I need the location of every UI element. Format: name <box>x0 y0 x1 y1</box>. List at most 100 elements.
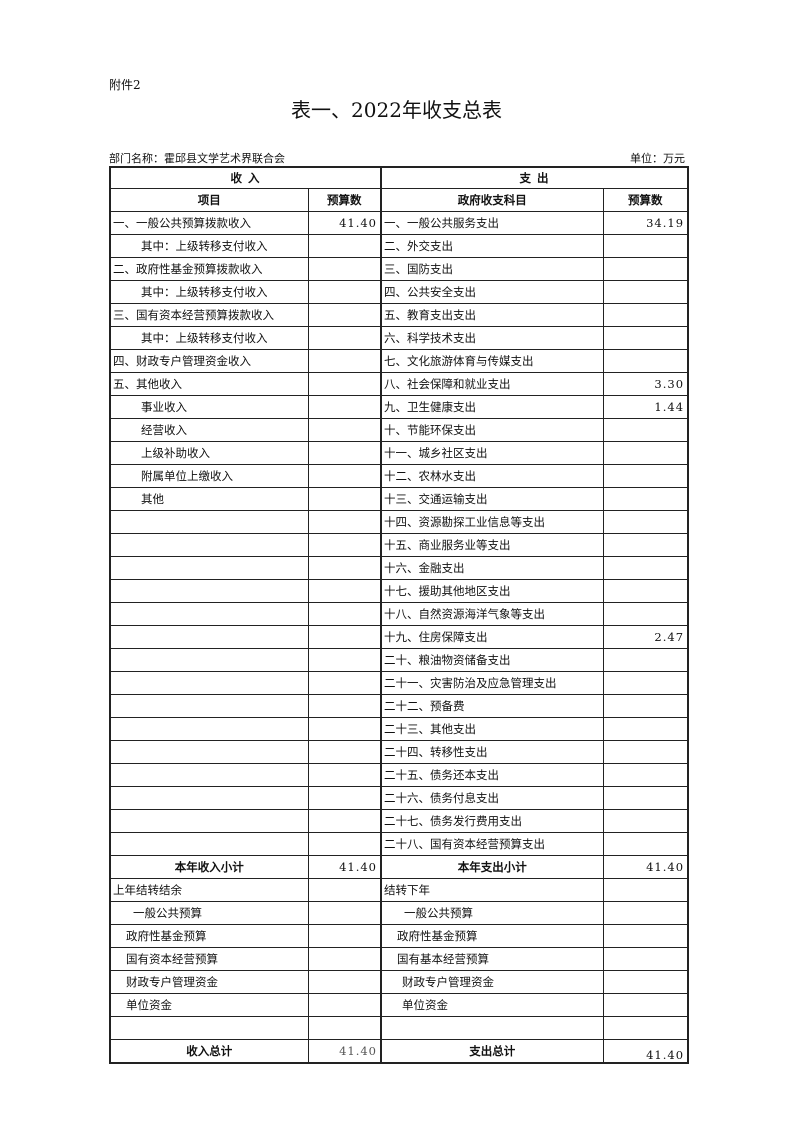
table-row: 附属单位上缴收入 十二、农林水支出 <box>109 464 689 488</box>
income-total-label: 收入总计 <box>109 1039 309 1064</box>
carry-income-amount-cell <box>307 1016 382 1040</box>
carry-income-amount-cell <box>307 901 382 925</box>
income-item-cell: 事业收入 <box>109 395 309 419</box>
table-row: 二十三、其他支出 <box>109 717 689 741</box>
expense-total-label: 支出总计 <box>380 1039 604 1064</box>
unit-label: 单位：万元 <box>630 152 685 165</box>
carryover-row: 政府性基金预算 政府性基金预算 <box>109 924 689 948</box>
income-amount-cell <box>307 556 382 580</box>
expense-item-header: 政府收支科目 <box>380 188 604 212</box>
table-row: 二十五、债务还本支出 <box>109 763 689 787</box>
table-row: 四、财政专户管理资金收入 七、文化旅游体育与传媒支出 <box>109 349 689 373</box>
income-amount-cell <box>307 786 382 810</box>
expense-amount-cell <box>602 487 689 511</box>
income-item-header: 项目 <box>109 188 309 212</box>
expense-item-cell: 二十二、预备费 <box>380 694 604 718</box>
carryover-row: 财政专户管理资金 财政专户管理资金 <box>109 970 689 994</box>
carry-expense-item-cell: 国有基本经营预算 <box>380 947 604 971</box>
income-amount-cell <box>307 648 382 672</box>
income-subtotal-value: 41.40 <box>307 855 382 879</box>
carry-income-item-cell: 财政专户管理资金 <box>109 970 309 994</box>
carry-expense-amount-cell <box>602 901 689 925</box>
expense-amount-cell <box>602 763 689 787</box>
carry-expense-amount-cell <box>602 1016 689 1040</box>
income-item-cell <box>109 832 309 856</box>
income-amount-cell <box>307 395 382 419</box>
income-amount-cell <box>307 487 382 511</box>
carry-income-amount-cell <box>307 924 382 948</box>
expense-item-cell: 七、文化旅游体育与传媒支出 <box>380 349 604 373</box>
expense-amount-cell: 34.19 <box>602 211 689 235</box>
expense-item-cell: 二十七、债务发行费用支出 <box>380 809 604 833</box>
table-row: 一、一般公共预算拨款收入 41.40 一、一般公共服务支出 34.19 <box>109 211 689 235</box>
table-row: 其他 十三、交通运输支出 <box>109 487 689 511</box>
income-subtotal-label: 本年收入小计 <box>109 855 309 879</box>
expense-amount-cell <box>602 533 689 557</box>
expense-item-cell: 五、教育支出支出 <box>380 303 604 327</box>
income-item-cell <box>109 671 309 695</box>
table-row: 五、其他收入 八、社会保障和就业支出 3.30 <box>109 372 689 396</box>
table-row: 二十七、债务发行费用支出 <box>109 809 689 833</box>
expense-item-cell: 十四、资源勘探工业信息等支出 <box>380 510 604 534</box>
expense-amount-cell <box>602 234 689 258</box>
table-row: 二十六、债务付息支出 <box>109 786 689 810</box>
carry-expense-item-cell: 一般公共预算 <box>380 901 604 925</box>
expense-item-cell: 二、外交支出 <box>380 234 604 258</box>
attachment-label: 附件2 <box>109 78 141 92</box>
carry-income-amount-cell <box>307 993 382 1017</box>
expense-subtotal-value: 41.40 <box>602 855 689 879</box>
income-total-value: 41.40 <box>307 1039 382 1064</box>
income-item-cell <box>109 694 309 718</box>
income-amount-cell <box>307 464 382 488</box>
expense-amount-cell: 2.47 <box>602 625 689 649</box>
carry-expense-item-cell: 单位资金 <box>380 993 604 1017</box>
income-item-cell <box>109 556 309 580</box>
income-amount-cell <box>307 740 382 764</box>
expense-item-cell: 二十四、转移性支出 <box>380 740 604 764</box>
table-row: 其中：上级转移支付收入 四、公共安全支出 <box>109 280 689 304</box>
income-item-cell <box>109 717 309 741</box>
expense-amount-cell <box>602 671 689 695</box>
table-row: 二、政府性基金预算拨款收入 三、国防支出 <box>109 257 689 281</box>
expense-item-cell: 四、公共安全支出 <box>380 280 604 304</box>
expense-item-cell: 十六、金融支出 <box>380 556 604 580</box>
expense-amount-cell <box>602 349 689 373</box>
carryover-row: 一般公共预算 一般公共预算 <box>109 901 689 925</box>
income-item-cell <box>109 579 309 603</box>
income-amount-cell <box>307 326 382 350</box>
carry-expense-amount-cell <box>602 970 689 994</box>
income-item-cell <box>109 648 309 672</box>
income-item-cell: 四、财政专户管理资金收入 <box>109 349 309 373</box>
expense-item-cell: 二十五、债务还本支出 <box>380 763 604 787</box>
expense-total-value: 41.40 <box>602 1039 689 1064</box>
expense-amount-cell <box>602 579 689 603</box>
expense-item-cell: 一、一般公共服务支出 <box>380 211 604 235</box>
income-amount-cell <box>307 372 382 396</box>
income-amount-cell <box>307 418 382 442</box>
income-item-cell: 二、政府性基金预算拨款收入 <box>109 257 309 281</box>
expense-amount-cell <box>602 510 689 534</box>
table-row: 十四、资源勘探工业信息等支出 <box>109 510 689 534</box>
expense-item-cell: 十三、交通运输支出 <box>380 487 604 511</box>
carry-expense-amount-cell <box>602 993 689 1017</box>
income-amount-cell <box>307 510 382 534</box>
expense-amount-cell <box>602 326 689 350</box>
expense-item-cell: 二十八、国有资本经营预算支出 <box>380 832 604 856</box>
expense-amount-cell <box>602 418 689 442</box>
income-amount-cell <box>307 579 382 603</box>
expense-amount-cell <box>602 464 689 488</box>
income-amount-cell <box>307 717 382 741</box>
income-amount-cell <box>307 671 382 695</box>
income-amount-cell <box>307 349 382 373</box>
carryover-row: 单位资金 单位资金 <box>109 993 689 1017</box>
expense-amount-header: 预算数 <box>602 188 689 212</box>
income-section-header: 收 入 <box>109 166 382 189</box>
expense-amount-cell <box>602 303 689 327</box>
table-row: 十七、援助其他地区支出 <box>109 579 689 603</box>
income-item-cell <box>109 602 309 626</box>
income-amount-cell <box>307 763 382 787</box>
expense-amount-cell <box>602 602 689 626</box>
income-item-cell: 三、国有资本经营预算拨款收入 <box>109 303 309 327</box>
expense-amount-cell <box>602 694 689 718</box>
income-item-cell <box>109 809 309 833</box>
